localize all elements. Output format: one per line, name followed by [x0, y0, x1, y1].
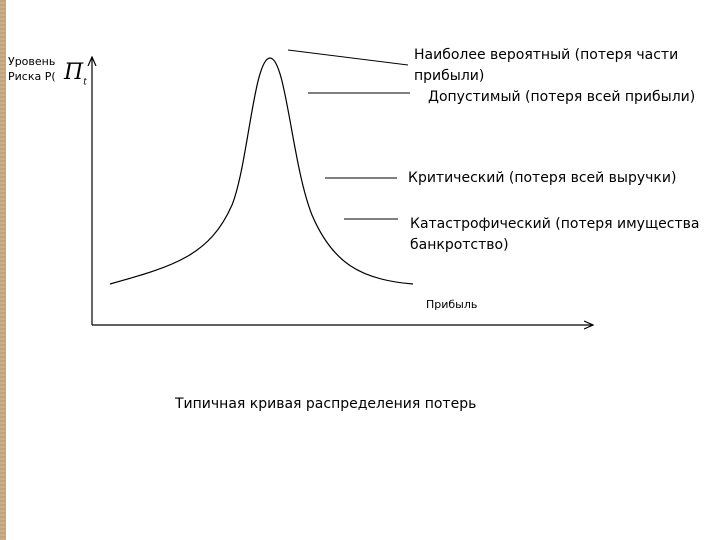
- zone-label-catastrophic: Катастрофический (потеря имущества банкр…: [410, 214, 699, 256]
- side-stripe-texture: [0, 0, 6, 540]
- y-axis-label-line1: Уровень: [8, 55, 56, 68]
- leader-line-most-probable: [287, 49, 409, 66]
- loss-curve: [109, 57, 414, 285]
- y-axis-label-line2: Риска P(: [8, 70, 56, 83]
- zone-label-most-probable-line2: прибыли): [414, 68, 485, 84]
- y-axis-label: Уровень Риска P(: [8, 54, 56, 84]
- zone-label-catastrophic-line1: Катастрофический (потеря имущества: [410, 216, 700, 232]
- risk-symbol-subscript: t: [83, 77, 87, 88]
- zone-label-critical: Критический (потеря всей выручки): [408, 170, 677, 186]
- diagram-caption: Типичная кривая распределения потерь: [175, 396, 477, 412]
- side-stripe: [0, 0, 6, 540]
- risk-symbol: Пt: [64, 60, 87, 87]
- zone-label-catastrophic-line2: банкротство): [410, 237, 509, 253]
- zone-label-most-probable-line1: Наиболее вероятный (потеря части: [414, 47, 679, 63]
- zone-label-allowable: Допустимый (потеря всей прибыли): [428, 89, 696, 105]
- zone-label-most-probable: Наиболее вероятный (потеря части прибыли…: [414, 45, 678, 87]
- risk-symbol-letter: П: [64, 60, 84, 85]
- x-axis-label: Прибыль: [426, 298, 478, 311]
